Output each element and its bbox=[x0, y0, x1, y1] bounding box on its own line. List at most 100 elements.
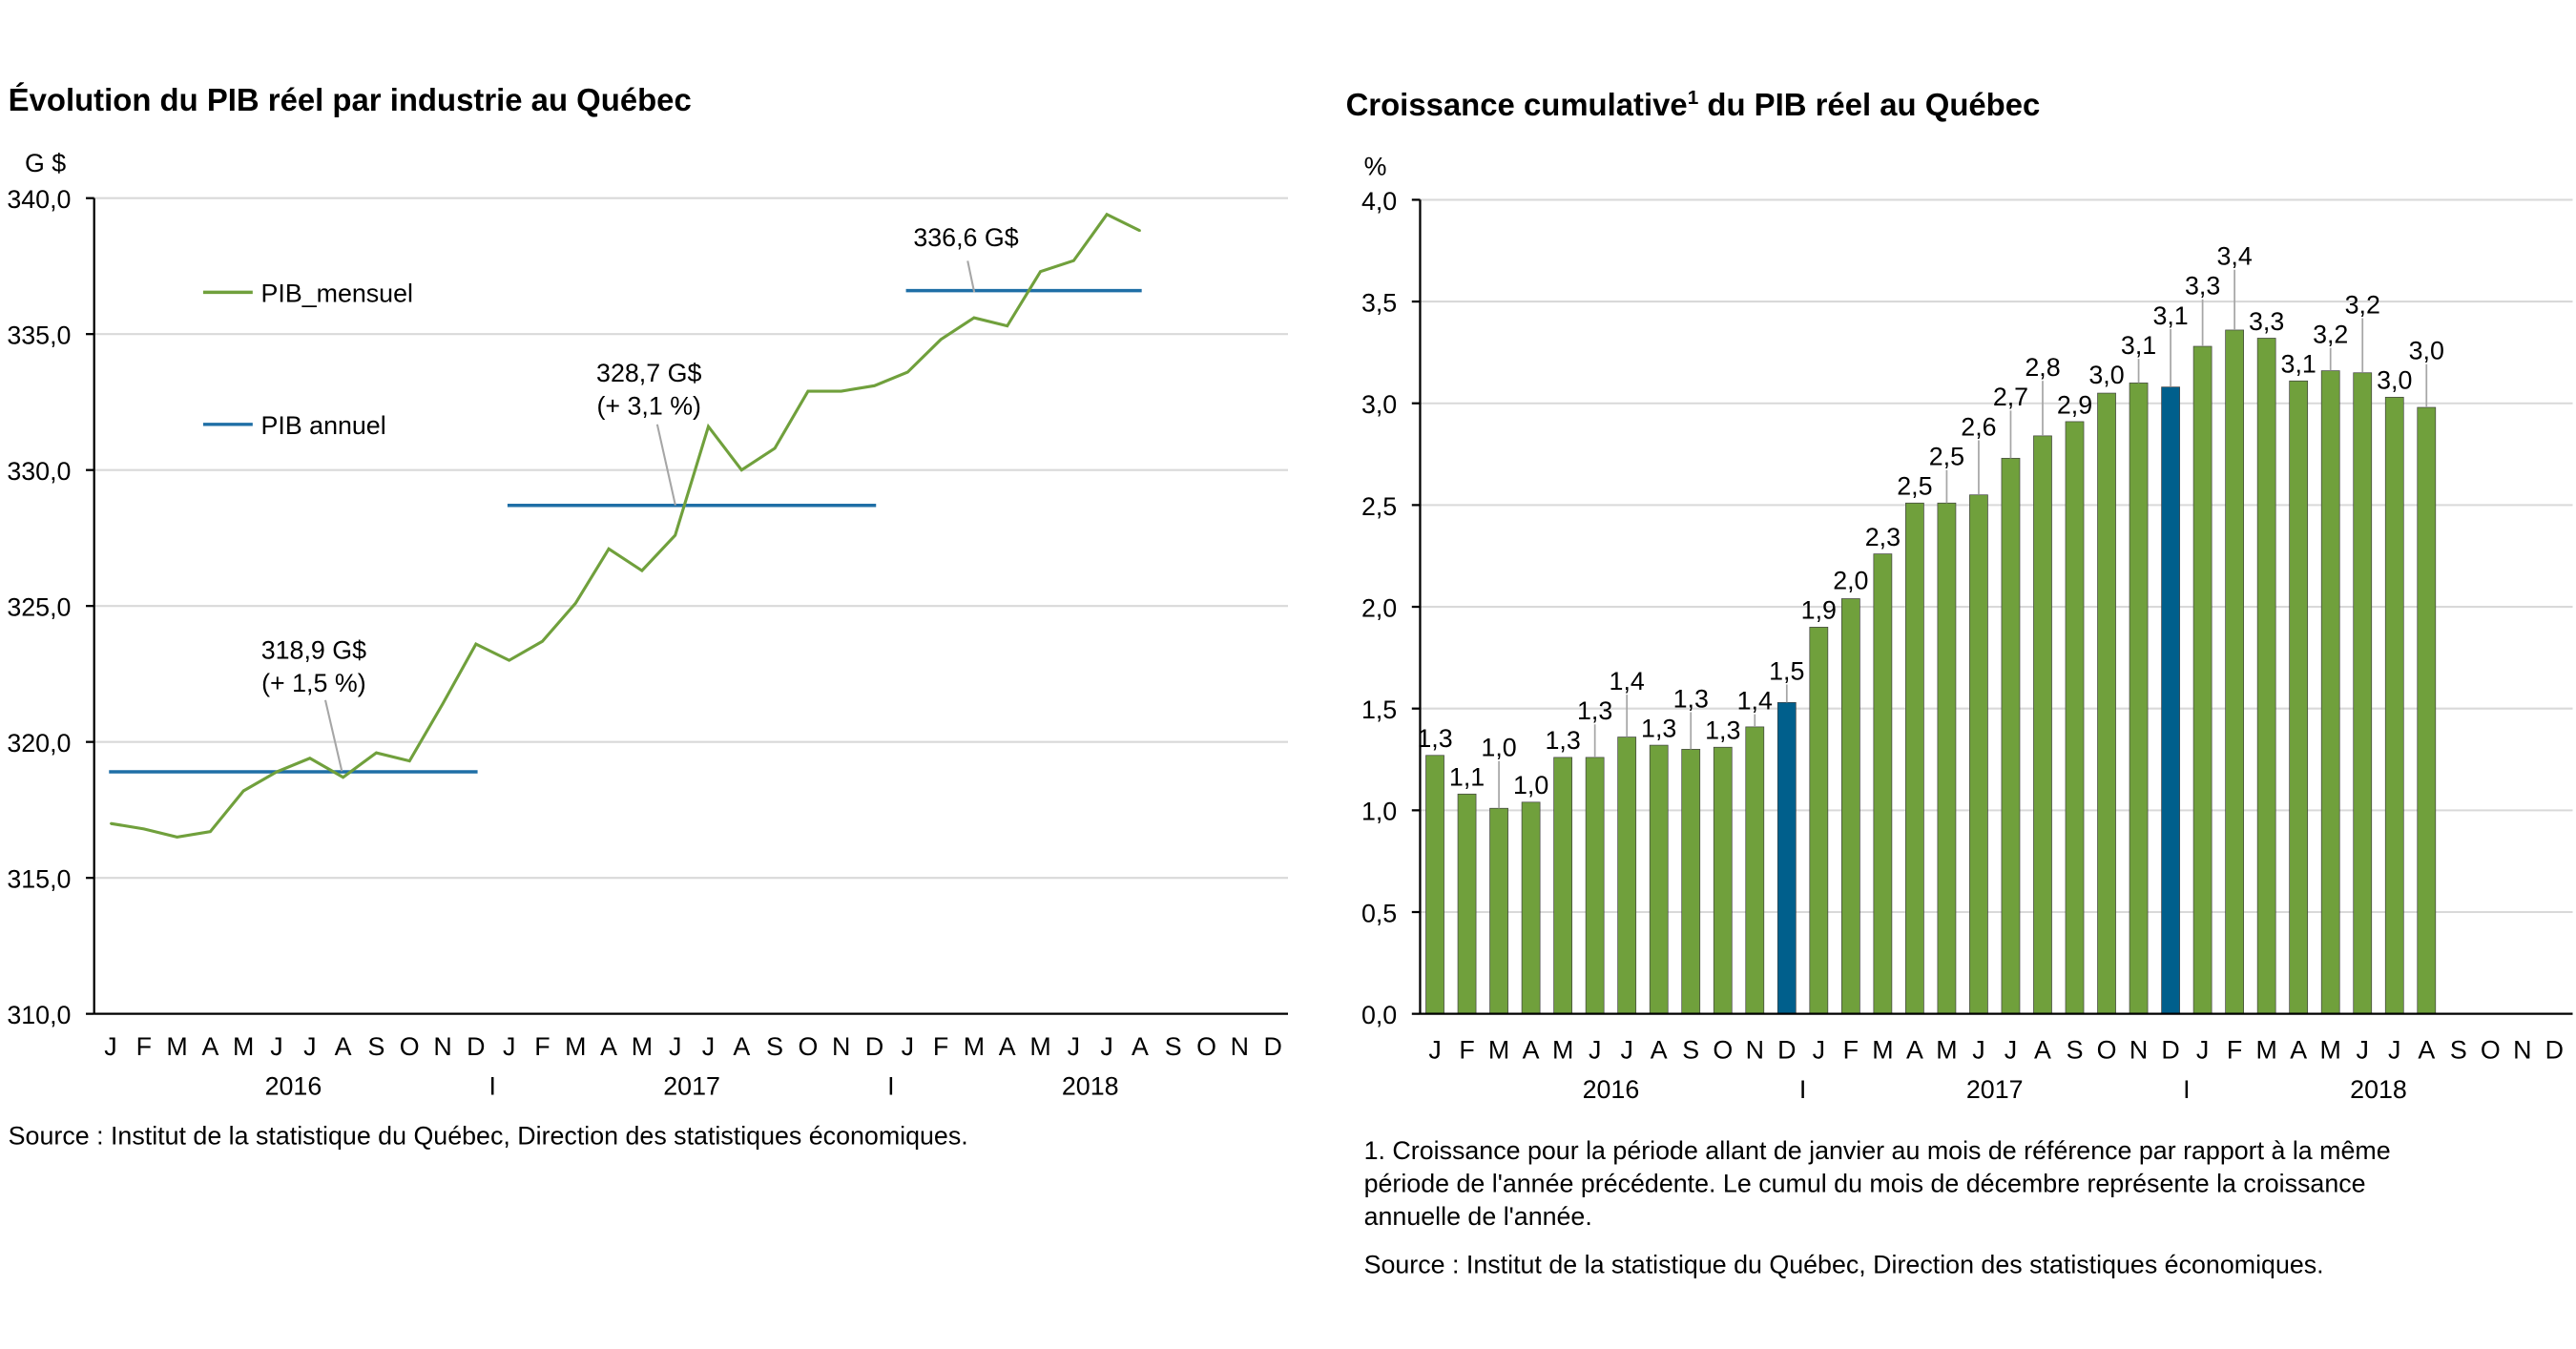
y-tick-label: 310,0 bbox=[7, 1001, 71, 1029]
bar bbox=[2001, 457, 2021, 1015]
x-tick-label: S bbox=[1682, 1035, 1699, 1064]
bar bbox=[1489, 807, 1508, 1015]
bar bbox=[2384, 396, 2404, 1015]
monthly-gdp-point bbox=[1072, 259, 1075, 262]
x-tick-label: D bbox=[865, 1032, 883, 1061]
bar bbox=[1969, 494, 1988, 1015]
y-tick-label: 4,0 bbox=[1361, 187, 1397, 216]
annual-value-label: 328,7 G$ bbox=[596, 359, 701, 387]
bar-value-label: 1,3 bbox=[1705, 716, 1740, 745]
footnote-line-2: période de l'année précédente. Le cumul … bbox=[1364, 1170, 2366, 1198]
x-tick-label: N bbox=[1746, 1035, 1764, 1064]
year-label: 2016 bbox=[1583, 1075, 1640, 1104]
bar-value-label: 2,5 bbox=[1929, 442, 1964, 470]
bar-value-label: 3,0 bbox=[2409, 337, 2444, 365]
monthly-gdp-point bbox=[408, 759, 411, 762]
annual-growth-label: (+ 1,5 %) bbox=[261, 669, 366, 697]
x-tick-label: S bbox=[766, 1032, 783, 1061]
bar bbox=[1840, 598, 1860, 1015]
x-tick-label: A bbox=[335, 1032, 352, 1061]
x-tick-label: J bbox=[1589, 1035, 1601, 1064]
left-y-unit: G $ bbox=[25, 149, 66, 177]
x-tick-label: A bbox=[2290, 1035, 2307, 1064]
monthly-gdp-point bbox=[674, 534, 676, 537]
bar bbox=[2065, 421, 2085, 1015]
x-tick-label: J bbox=[1972, 1035, 1984, 1064]
annotation-leader-line bbox=[655, 424, 676, 506]
x-tick-label: S bbox=[367, 1032, 384, 1061]
bar-value-label: 1,3 bbox=[1577, 696, 1612, 725]
monthly-gdp-point bbox=[442, 702, 445, 705]
x-tick-label: M bbox=[1872, 1035, 1893, 1064]
y-tick-label: 330,0 bbox=[7, 457, 71, 486]
bar bbox=[1521, 801, 1541, 1015]
monthly-gdp-point bbox=[1138, 229, 1141, 232]
monthly-gdp-point bbox=[508, 659, 510, 662]
y-tick-label: 0,5 bbox=[1361, 899, 1397, 927]
year-label: 2017 bbox=[663, 1071, 720, 1100]
monthly-gdp-point bbox=[972, 317, 975, 320]
bar-value-label: 2,8 bbox=[2025, 353, 2060, 382]
x-tick-label: N bbox=[1231, 1032, 1249, 1061]
x-tick-label: N bbox=[433, 1032, 451, 1061]
left-chart: Évolution du PIB réel par industrie au Q… bbox=[7, 82, 1288, 1150]
x-tick-label: J bbox=[1100, 1032, 1112, 1061]
x-tick-label: F bbox=[1843, 1035, 1859, 1064]
bar bbox=[1617, 737, 1637, 1015]
x-tick-label: J bbox=[2005, 1035, 2017, 1064]
y-tick-label: 335,0 bbox=[7, 322, 71, 350]
x-tick-label: J bbox=[104, 1032, 116, 1061]
bar-value-label: 1,4 bbox=[1610, 667, 1645, 695]
bar bbox=[2417, 406, 2437, 1015]
year-separator: I bbox=[489, 1071, 496, 1100]
monthly-gdp-point bbox=[1006, 324, 1008, 327]
bar bbox=[1809, 627, 1829, 1015]
x-tick-label: D bbox=[2161, 1035, 2179, 1064]
monthly-gdp-point bbox=[574, 602, 577, 605]
x-tick-label: M bbox=[1488, 1035, 1509, 1064]
bar-value-label: 3,3 bbox=[2185, 272, 2220, 301]
bar-value-label: 3,1 bbox=[2281, 350, 2316, 379]
x-tick-label: A bbox=[600, 1032, 617, 1061]
bar bbox=[2192, 345, 2212, 1015]
x-tick-label: N bbox=[2129, 1035, 2148, 1064]
x-tick-label: M bbox=[2255, 1035, 2276, 1064]
monthly-gdp-point bbox=[707, 425, 710, 428]
x-tick-label: A bbox=[733, 1032, 750, 1061]
x-tick-label: F bbox=[1459, 1035, 1474, 1064]
x-tick-label: J bbox=[2357, 1035, 2369, 1064]
x-tick-label: J bbox=[1813, 1035, 1825, 1064]
bar bbox=[2033, 435, 2052, 1015]
x-tick-label: J bbox=[303, 1032, 316, 1061]
monthly-gdp-point bbox=[873, 384, 876, 387]
bar bbox=[2097, 392, 2116, 1015]
monthly-gdp-point bbox=[176, 836, 178, 839]
x-tick-label: M bbox=[632, 1032, 653, 1061]
legend-label-monthly: PIB_mensuel bbox=[260, 280, 412, 308]
x-tick-label: A bbox=[1906, 1035, 1923, 1064]
x-tick-label: D bbox=[1263, 1032, 1281, 1061]
y-tick-label: 315,0 bbox=[7, 865, 71, 894]
bar-value-label: 1,1 bbox=[1449, 763, 1485, 792]
x-tick-label: A bbox=[1651, 1035, 1668, 1064]
monthly-gdp-point bbox=[308, 757, 311, 759]
x-tick-label: J bbox=[2388, 1035, 2400, 1064]
bar-value-label: 3,0 bbox=[2377, 366, 2412, 395]
legend-label-annual: PIB annuel bbox=[260, 411, 385, 440]
x-tick-label: M bbox=[1936, 1035, 1957, 1064]
x-tick-label: O bbox=[1713, 1035, 1733, 1064]
x-tick-label: J bbox=[270, 1032, 282, 1061]
x-tick-label: A bbox=[2418, 1035, 2435, 1064]
year-label: 2017 bbox=[1966, 1075, 2024, 1104]
y-tick-label: 2,0 bbox=[1361, 593, 1397, 622]
bar-value-label: 3,3 bbox=[2249, 307, 2284, 336]
x-tick-label: M bbox=[166, 1032, 187, 1061]
y-tick-label: 3,0 bbox=[1361, 390, 1397, 419]
monthly-gdp-point bbox=[541, 640, 544, 643]
x-tick-label: S bbox=[2450, 1035, 2467, 1064]
x-tick-label: F bbox=[534, 1032, 550, 1061]
bar-value-label: 3,2 bbox=[2345, 290, 2380, 319]
monthly-gdp-point bbox=[806, 389, 809, 393]
bar bbox=[2225, 329, 2245, 1015]
